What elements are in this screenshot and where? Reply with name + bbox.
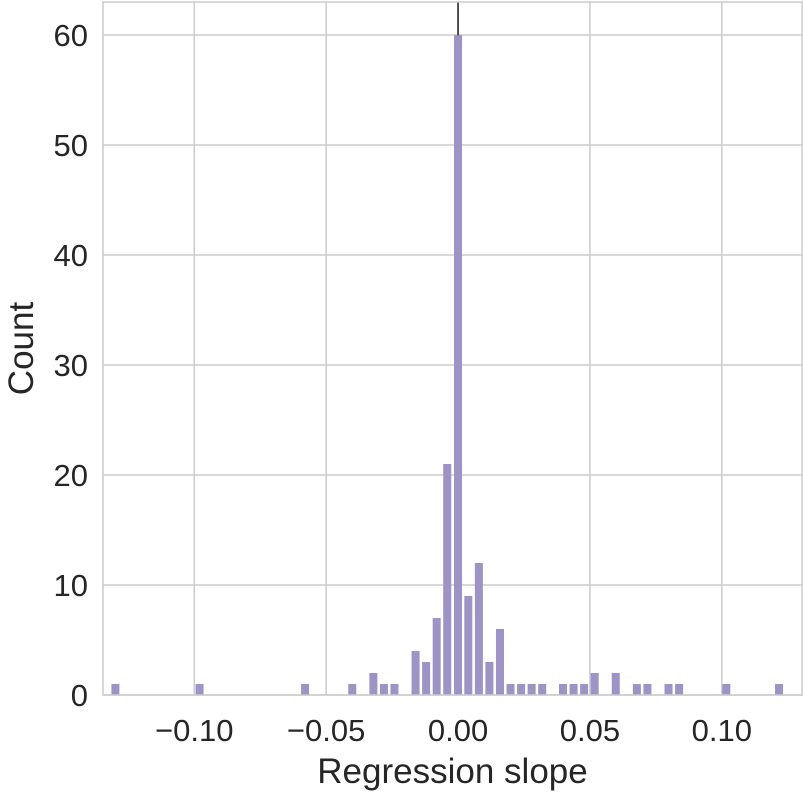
histogram-bar <box>722 684 731 695</box>
x-axis-title: Regression slope <box>317 752 587 791</box>
histogram-bar <box>664 684 673 695</box>
x-tick-label: 0.05 <box>560 713 620 748</box>
y-tick-label: 40 <box>54 238 88 273</box>
histogram-bar <box>517 684 526 695</box>
x-tick-label: −0.10 <box>155 713 233 748</box>
histogram-bar <box>432 618 441 695</box>
histogram-bar <box>643 684 652 695</box>
y-tick-label: 20 <box>54 458 88 493</box>
y-axis-ticks: 0 10 20 30 40 50 60 <box>54 18 88 713</box>
histogram-bar <box>369 673 378 695</box>
histogram-bar <box>495 629 504 695</box>
y-tick-label: 50 <box>54 128 88 163</box>
grid-lines <box>103 2 802 696</box>
histogram-bars <box>111 35 784 695</box>
histogram-bar <box>590 673 599 695</box>
x-tick-label: −0.05 <box>287 713 365 748</box>
histogram-bar <box>775 684 784 695</box>
histogram-bar <box>675 684 684 695</box>
histogram-bar <box>348 684 357 695</box>
histogram-bar <box>390 684 399 695</box>
histogram-bar <box>411 651 420 695</box>
y-tick-label: 30 <box>54 348 88 383</box>
histogram-bar <box>301 684 310 695</box>
x-tick-label: 0.10 <box>692 713 752 748</box>
y-tick-label: 0 <box>71 678 88 713</box>
histogram-bar <box>559 684 568 695</box>
y-tick-label: 10 <box>54 568 88 603</box>
y-tick-label: 60 <box>54 18 88 53</box>
histogram-bar <box>569 684 578 695</box>
histogram-bar <box>111 684 120 695</box>
histogram-bar <box>580 684 589 695</box>
histogram-bar <box>538 684 547 695</box>
x-axis-ticks: −0.10 −0.05 0.00 0.05 0.10 <box>155 713 752 748</box>
histogram-bar <box>485 662 494 695</box>
histogram-bar <box>422 662 431 695</box>
histogram-bar <box>527 684 536 695</box>
histogram-bar <box>474 563 483 695</box>
y-axis-title: Count <box>2 302 41 396</box>
histogram-bar <box>632 684 641 695</box>
histogram-bar <box>195 684 204 695</box>
plot-area-frame <box>102 1 803 696</box>
histogram-bar <box>454 35 463 695</box>
x-tick-label: 0.00 <box>428 713 488 748</box>
histogram-bar <box>506 684 515 695</box>
histogram-bar <box>464 596 473 695</box>
histogram-bar <box>379 684 388 695</box>
histogram-bar <box>611 673 620 695</box>
histogram-bar <box>443 464 452 695</box>
